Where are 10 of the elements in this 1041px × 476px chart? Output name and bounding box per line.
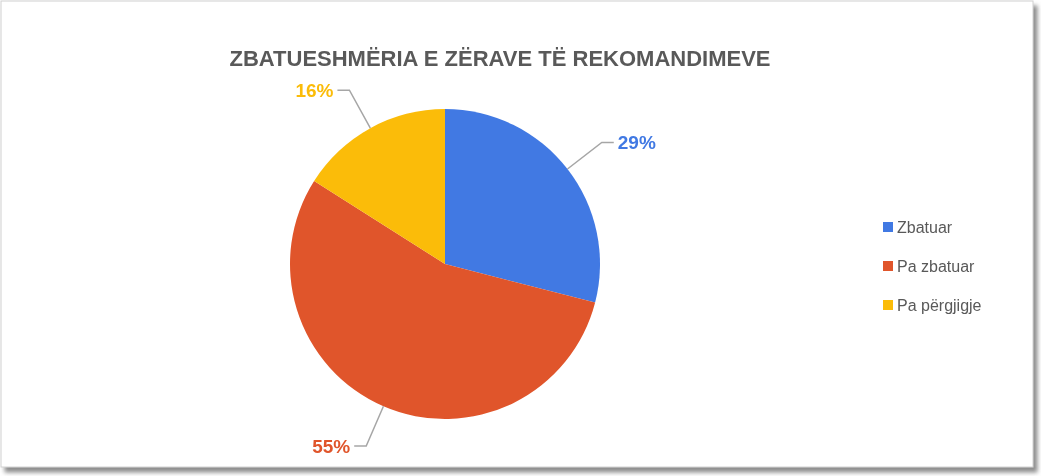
data-label: 55% <box>312 435 351 457</box>
pie-slice <box>445 109 600 303</box>
data-label: 16% <box>295 79 334 101</box>
legend-label: Pa përgjigje <box>897 296 982 314</box>
pie-slice <box>290 180 596 419</box>
pie-slice <box>314 109 445 264</box>
chart-title: ZBATUESHMËRIA E ZËRAVE TË REKOMANDIMEVE <box>229 46 771 71</box>
legend-label: Zbatuar <box>897 218 953 236</box>
data-label: 29% <box>617 132 656 154</box>
legend-label: Pa zbatuar <box>897 257 976 275</box>
